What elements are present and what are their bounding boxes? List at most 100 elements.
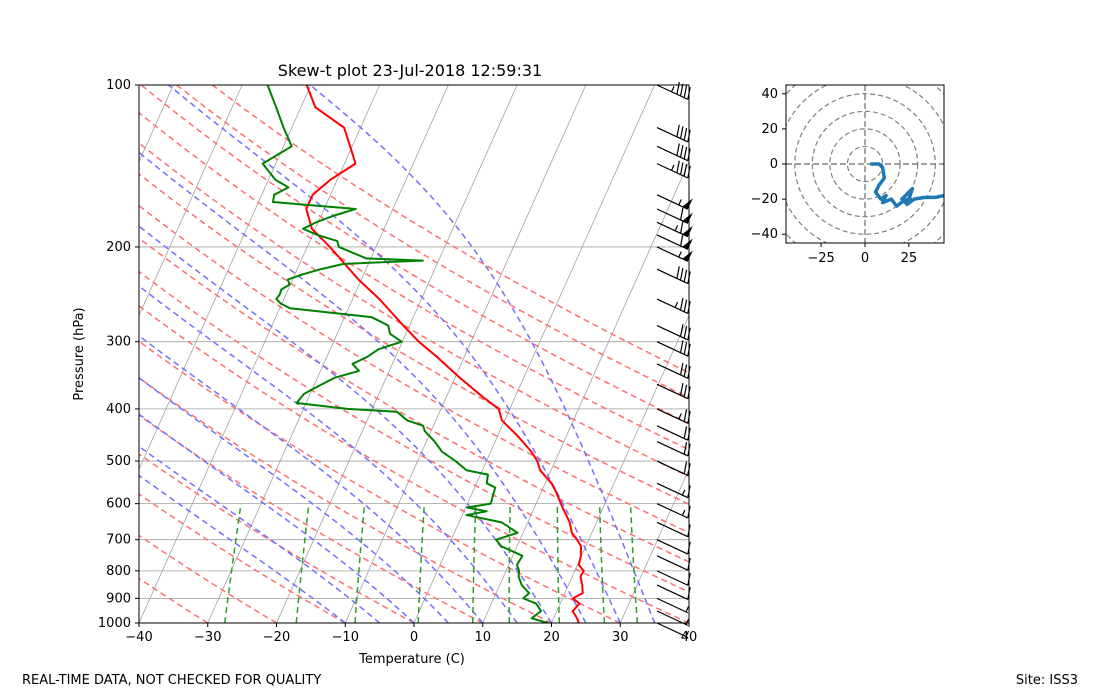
hodograph-x-tick-label: −25 [807,251,834,266]
x-tick-label: 20 [543,630,560,645]
y-axis-label: Pressure (hPa) [72,307,87,400]
moist-adiabat-line [139,474,346,623]
y-tick-label: 300 [106,335,131,350]
dry-adiabat-line [139,534,277,623]
pressure-gridlines [139,85,689,623]
hodograph-y-tick-label: −20 [751,192,778,207]
x-tick-label: 10 [474,630,491,645]
wind-barb [656,460,691,476]
hodograph-ticks: −25 0 25 −40 −20 0 20 40 [751,87,918,266]
hodograph-y-tick-label: 0 [770,157,778,172]
mixing-ratio-line [556,503,561,623]
isotherm-line [139,85,243,317]
wind-barb [656,503,691,519]
wind-barb [656,124,691,143]
dry-adiabat-line [176,85,689,399]
site-label: Site: ISS3 [1015,673,1078,688]
hodograph-rings [786,85,944,243]
isotherm-line [551,314,689,623]
wind-barb [656,622,690,638]
wind-barbs [656,82,693,638]
isotherm-line [207,85,449,623]
moist-adiabats [139,85,656,623]
wind-barb [656,143,691,162]
wind-barb [656,597,690,614]
mixing-ratio-line [472,503,477,623]
y-tick-label: 1000 [98,616,131,631]
x-axis-label: Temperature (C) [358,652,465,667]
hodograph-axes: −25 0 25 −40 −20 0 20 40 [751,84,945,266]
dry-adiabat-line [139,376,552,623]
wind-barb [656,425,691,441]
wind-barb [656,584,691,600]
isotherm-line [619,468,689,623]
hodograph-x-tick-label: 0 [861,251,869,266]
wind-barb [656,246,693,262]
wind-barb [656,297,691,315]
x-tick-label: −30 [194,630,221,645]
isotherm-line [0,85,105,623]
y-tick-label: 800 [106,564,131,579]
hodograph-trace [870,162,944,208]
hodograph-ring [846,145,884,183]
wind-barb [656,539,691,555]
wind-barb [656,266,691,285]
dry-adiabat-line [139,493,346,623]
y-ticks: 100 200 300 400 500 600 700 800 900 1000 [98,78,139,631]
wind-barb [656,324,691,341]
hodograph-line [870,162,944,208]
moist-adiabat-line [139,445,381,623]
mixing-ratio-line [598,503,606,623]
y-tick-label: 500 [106,454,131,469]
isotherm-line [0,85,36,623]
dry-adiabats [139,85,689,623]
wind-barb [656,340,691,357]
dry-adiabat-line [139,414,484,623]
isotherm-line [413,85,655,623]
hodograph-y-tick-label: −40 [751,227,778,242]
mixing-ratio-line [417,503,426,623]
hodograph-y-tick-label: 20 [761,122,778,137]
isotherm-line [344,85,587,623]
skewt-axes: −40 −30 −20 −10 0 10 20 30 40 100 200 300 400 500 600… [0,61,697,667]
x-tick-label: 0 [410,630,418,645]
mixing-ratio-line [295,503,310,623]
dry-adiabat-line [139,340,621,623]
mixing-ratio-line [223,503,242,623]
skewt-frame [138,84,690,624]
isotherm-line [688,622,689,623]
y-tick-label: 900 [106,591,131,606]
hodograph-y-tick-label: 40 [761,87,778,102]
wind-barb [656,570,691,586]
x-tick-label: −20 [263,630,290,645]
chart-title: Skew-t plot 23-Jul-2018 12:59:31 [278,61,542,80]
wind-barb [656,555,691,571]
isotherm-line [276,85,518,623]
profile-series [261,85,585,623]
moist-adiabat-line [309,85,656,623]
mixing-ratio-line [629,503,639,623]
y-tick-label: 200 [106,240,131,255]
hodograph-x-tick-label: 25 [901,251,918,266]
wind-barb [656,482,691,499]
moist-adiabat-line [139,225,553,623]
wind-barb [656,82,691,100]
y-tick-label: 100 [106,78,131,93]
x-ticks: −40 −30 −20 −10 0 10 20 30 40 [125,623,697,645]
wind-barb [656,160,691,179]
wind-barb [656,408,691,424]
dry-adiabat-line [139,453,415,623]
dry-adiabat-line [139,270,689,593]
wind-barb [656,207,693,224]
mixing-ratio-line [354,503,366,623]
dewpoint-profile-line [261,85,549,623]
y-tick-label: 700 [106,533,131,548]
moist-adiabat-line [139,334,484,623]
hodograph-ring [829,128,901,200]
moist-adiabat-line [139,376,449,623]
wind-barb [656,194,693,210]
isotherm-line [139,85,380,623]
y-tick-label: 600 [106,497,131,512]
temperature-profile-line [305,85,585,623]
